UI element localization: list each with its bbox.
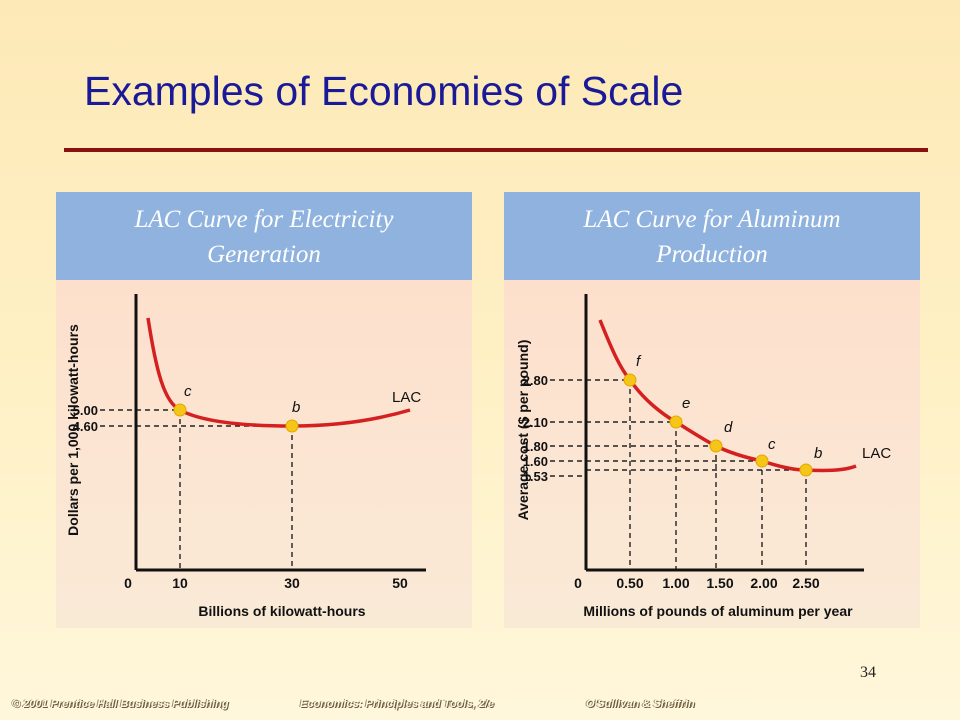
x-tick-label: 0 xyxy=(124,575,132,591)
x-tick-label: 50 xyxy=(392,575,408,591)
data-point-e xyxy=(669,415,683,429)
aluminum-lac-chart: f e d c b LAC 2.80 2.10 1.801.601.53 0 0.50 1.00 1.5… xyxy=(515,294,891,619)
series-label-lac: LAC xyxy=(862,445,891,462)
data-point-c xyxy=(755,454,769,468)
point-label-c: c xyxy=(768,436,776,453)
y-tick-label: 1.80 xyxy=(523,439,548,454)
title-divider xyxy=(64,148,928,152)
y-axis-label: Average cost ($ per pound) xyxy=(515,340,531,521)
panel-header-line2: Generation xyxy=(207,241,321,268)
y-tick-label: 2.10 xyxy=(523,415,548,430)
electricity-lac-chart: c b LAC 5.004.60 0 10 30 50 Billions of kilowatt… xyxy=(65,294,426,619)
point-label-d: d xyxy=(724,419,733,436)
point-label-b: b xyxy=(292,399,300,416)
footer-book: Economics: Principles and Tools, 2/e xyxy=(300,698,494,710)
x-tick-label: 2.00 xyxy=(750,575,777,591)
x-tick-label: 2.50 xyxy=(792,575,819,591)
series-label-lac: LAC xyxy=(392,389,421,406)
x-axis-label: Billions of kilowatt-hours xyxy=(198,603,365,619)
footer-authors: O'Sullivan & Sheffrin xyxy=(586,698,695,710)
point-label-b: b xyxy=(814,445,822,462)
panel-header-line2: Production xyxy=(656,241,768,268)
x-tick-label: 10 xyxy=(172,575,188,591)
panel-header-line1: LAC Curve for Electricity xyxy=(134,206,394,233)
data-point-d xyxy=(709,439,723,453)
data-point-c xyxy=(173,403,187,417)
x-tick-label: 0 xyxy=(574,575,582,591)
point-label-e: e xyxy=(682,395,690,412)
data-point-f xyxy=(623,373,637,387)
chart-panel-electricity: c b LAC 5.00 4.60 0 10 30 50 Billions of kilowatt… xyxy=(56,280,472,628)
x-tick-label: 0.50 xyxy=(616,575,643,591)
x-tick-label: 1.50 xyxy=(706,575,733,591)
chart-panel-aluminum: f e d c b LAC 2.80 2.10 1.80 1.60 1.53 0 0.50 1.00 1.5… xyxy=(504,280,920,628)
y-tick-label: 1.60 xyxy=(523,454,548,469)
data-point-b xyxy=(285,419,299,433)
x-tick-label: 30 xyxy=(284,575,300,591)
y-tick-label: 2.80 xyxy=(523,373,548,388)
slide-number: 34 xyxy=(860,664,876,681)
x-tick-label: 1.00 xyxy=(662,575,689,591)
slide-title: Examples of Economies of Scale xyxy=(84,68,684,114)
panel-header-line1: LAC Curve for Aluminum xyxy=(583,206,841,233)
y-tick-label: 4.60 xyxy=(73,419,98,434)
point-label-c: c xyxy=(184,383,192,400)
footer-publisher: © 2001 Prentice Hall Business Publishing xyxy=(12,698,229,710)
lac-curve-line xyxy=(146,317,411,428)
x-axis-label: Millions of pounds of aluminum per year xyxy=(583,603,853,619)
y-axis-label: Dollars per 1,000 kilowatt-hours xyxy=(65,324,81,536)
y-tick-label: 1.53 xyxy=(523,469,548,484)
point-label-f: f xyxy=(636,353,642,370)
data-point-b xyxy=(799,463,813,477)
panel-header-aluminum: LAC Curve for Aluminum Production xyxy=(504,192,920,280)
panel-header-electricity: LAC Curve for Electricity Generation xyxy=(56,192,472,280)
y-tick-label: 5.00 xyxy=(73,403,98,418)
